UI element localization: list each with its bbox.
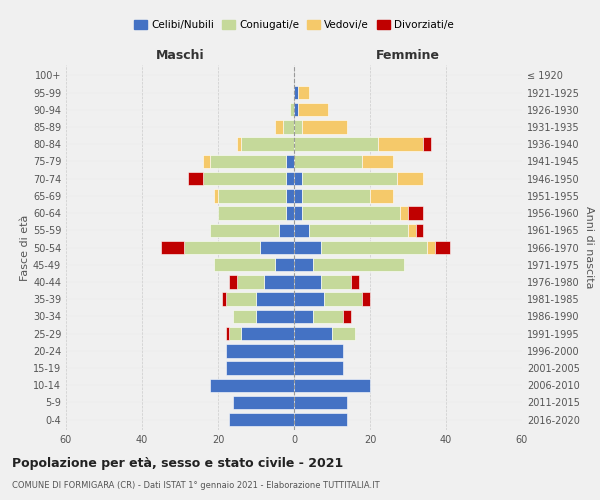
Bar bbox=[408, 224, 416, 237]
Bar bbox=[427, 241, 434, 254]
Bar bbox=[233, 396, 294, 409]
Bar bbox=[218, 189, 286, 202]
Bar bbox=[294, 327, 332, 340]
Bar bbox=[408, 206, 423, 220]
Bar bbox=[313, 258, 404, 272]
Bar bbox=[423, 138, 431, 151]
Bar bbox=[294, 344, 343, 358]
Bar bbox=[188, 172, 203, 186]
Bar bbox=[229, 275, 237, 288]
Bar bbox=[294, 378, 370, 392]
Bar bbox=[320, 241, 427, 254]
Bar bbox=[226, 362, 294, 374]
Bar bbox=[351, 275, 359, 288]
Bar bbox=[263, 275, 294, 288]
Bar bbox=[161, 241, 184, 254]
Bar bbox=[256, 310, 294, 323]
Bar bbox=[294, 275, 320, 288]
Bar bbox=[294, 120, 302, 134]
Bar bbox=[309, 224, 408, 237]
Bar bbox=[332, 327, 355, 340]
Bar bbox=[302, 206, 400, 220]
Bar bbox=[203, 154, 211, 168]
Bar bbox=[343, 310, 351, 323]
Bar bbox=[184, 241, 260, 254]
Bar bbox=[298, 103, 328, 117]
Bar bbox=[203, 172, 286, 186]
Bar bbox=[294, 154, 362, 168]
Bar bbox=[313, 310, 343, 323]
Bar bbox=[275, 120, 283, 134]
Bar bbox=[218, 206, 286, 220]
Bar bbox=[298, 86, 309, 100]
Bar bbox=[286, 172, 294, 186]
Bar bbox=[211, 154, 286, 168]
Bar bbox=[275, 258, 294, 272]
Bar bbox=[302, 172, 397, 186]
Bar bbox=[226, 292, 256, 306]
Text: Maschi: Maschi bbox=[155, 48, 205, 62]
Bar bbox=[294, 362, 343, 374]
Bar bbox=[416, 224, 423, 237]
Bar bbox=[302, 120, 347, 134]
Bar bbox=[211, 224, 279, 237]
Bar bbox=[211, 378, 294, 392]
Y-axis label: Anni di nascita: Anni di nascita bbox=[584, 206, 593, 289]
Bar bbox=[294, 310, 313, 323]
Bar bbox=[241, 138, 294, 151]
Text: Popolazione per età, sesso e stato civile - 2021: Popolazione per età, sesso e stato civil… bbox=[12, 458, 343, 470]
Bar bbox=[290, 103, 294, 117]
Bar bbox=[294, 413, 347, 426]
Bar bbox=[294, 241, 320, 254]
Bar bbox=[241, 327, 294, 340]
Bar bbox=[222, 292, 226, 306]
Bar bbox=[283, 120, 294, 134]
Bar bbox=[226, 344, 294, 358]
Bar bbox=[279, 224, 294, 237]
Bar bbox=[226, 327, 229, 340]
Bar bbox=[302, 189, 370, 202]
Bar bbox=[229, 413, 294, 426]
Bar bbox=[294, 224, 309, 237]
Bar bbox=[286, 154, 294, 168]
Bar bbox=[377, 138, 423, 151]
Bar bbox=[294, 292, 325, 306]
Text: COMUNE DI FORMIGARA (CR) - Dati ISTAT 1° gennaio 2021 - Elaborazione TUTTITALIA.: COMUNE DI FORMIGARA (CR) - Dati ISTAT 1°… bbox=[12, 480, 380, 490]
Legend: Celibi/Nubili, Coniugati/e, Vedovi/e, Divorziati/e: Celibi/Nubili, Coniugati/e, Vedovi/e, Di… bbox=[130, 16, 458, 34]
Bar bbox=[434, 241, 450, 254]
Bar bbox=[214, 258, 275, 272]
Bar bbox=[294, 206, 302, 220]
Bar bbox=[397, 172, 423, 186]
Bar bbox=[320, 275, 351, 288]
Bar bbox=[294, 138, 377, 151]
Bar bbox=[362, 154, 393, 168]
Bar bbox=[294, 258, 313, 272]
Bar bbox=[325, 292, 362, 306]
Bar bbox=[294, 172, 302, 186]
Bar bbox=[214, 189, 218, 202]
Bar bbox=[256, 292, 294, 306]
Bar bbox=[294, 396, 347, 409]
Bar bbox=[362, 292, 370, 306]
Bar bbox=[370, 189, 393, 202]
Bar bbox=[229, 327, 241, 340]
Bar bbox=[233, 310, 256, 323]
Bar bbox=[294, 189, 302, 202]
Text: Femmine: Femmine bbox=[376, 48, 440, 62]
Bar bbox=[260, 241, 294, 254]
Bar bbox=[286, 189, 294, 202]
Bar bbox=[294, 86, 298, 100]
Bar bbox=[237, 275, 263, 288]
Bar bbox=[237, 138, 241, 151]
Y-axis label: Fasce di età: Fasce di età bbox=[20, 214, 30, 280]
Bar bbox=[400, 206, 408, 220]
Bar bbox=[286, 206, 294, 220]
Bar bbox=[294, 103, 298, 117]
